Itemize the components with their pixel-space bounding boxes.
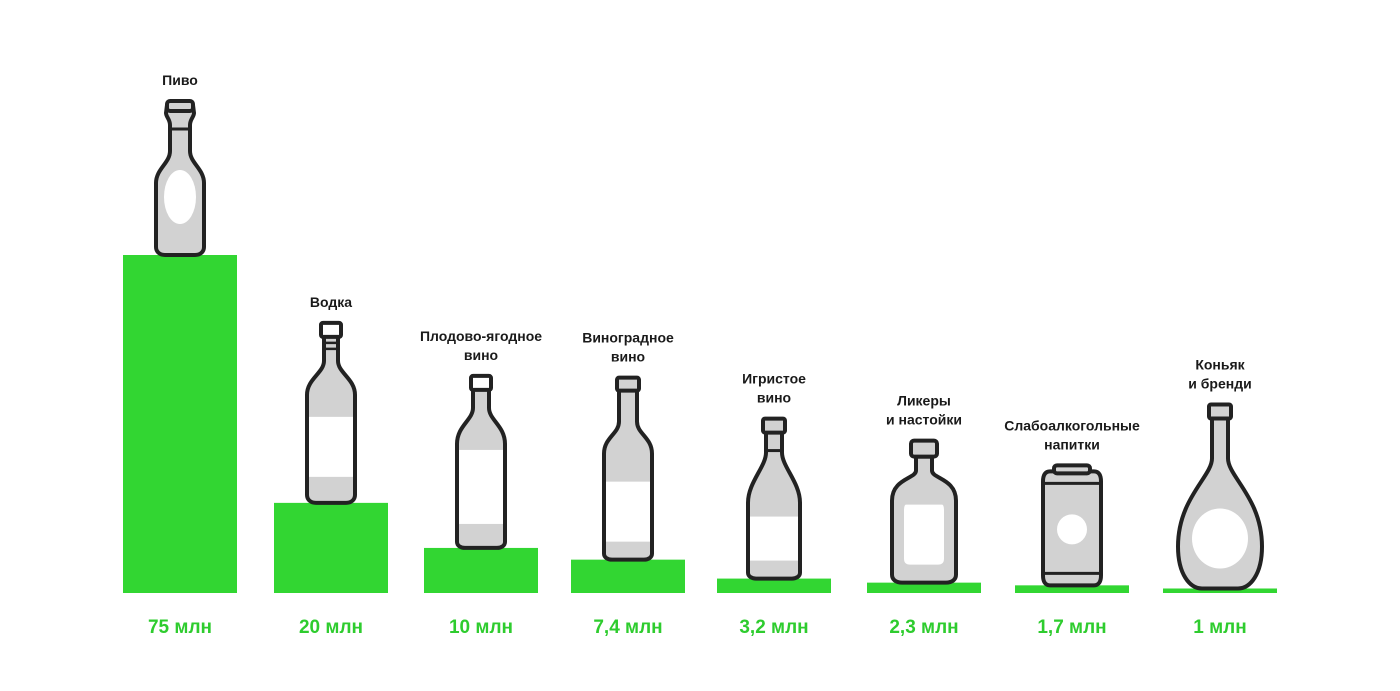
value-label: 7,4 млн [593, 617, 662, 638]
beer-bottle-icon [154, 99, 206, 257]
category-label-line: Пиво [162, 72, 198, 88]
value-label: 3,2 млн [739, 617, 808, 638]
category-label-line: Коньяк [1195, 356, 1245, 372]
category-label-line: Плодово-ягодное [420, 328, 542, 344]
category-label-line: Игристое [742, 371, 806, 387]
value-label: 10 млн [449, 617, 513, 638]
category-label-line: и бренди [1188, 375, 1251, 391]
bar [867, 582, 981, 593]
can-icon [1041, 463, 1103, 588]
category-label: Слабоалкогольные напитки [1004, 417, 1140, 452]
category-label: Пиво [162, 72, 198, 88]
category-label: Водка [310, 294, 352, 310]
cognac-decanter-icon [1176, 402, 1264, 591]
category-label-line: вино [611, 349, 645, 365]
category-label-line: Виноградное [582, 330, 674, 346]
grape-wine-bottle-icon [602, 375, 654, 562]
bar [274, 502, 388, 593]
value-label: 1,7 млн [1037, 617, 1106, 638]
category-label-line: вино [757, 390, 791, 406]
category-label-line: Слабоалкогольные [1004, 417, 1140, 433]
value-label: 2,3 млн [889, 617, 958, 638]
liqueur-bottle-icon [890, 438, 958, 585]
bar [717, 578, 831, 593]
category-label-line: напитки [1044, 436, 1100, 452]
category-label: Плодово-ягодное вино [420, 328, 542, 363]
category-label: Коньяк и бренди [1188, 356, 1251, 391]
value-label: 1 млн [1193, 617, 1246, 638]
value-label: 75 млн [148, 617, 212, 638]
bottles-group [154, 99, 1264, 591]
vodka-bottle-icon [305, 320, 357, 505]
category-label: Игристое вино [742, 371, 806, 406]
fruit-wine-bottle-icon [455, 373, 507, 550]
bar [424, 547, 538, 593]
bar [571, 559, 685, 593]
category-label-line: вино [464, 347, 498, 363]
category-label: Виноградное вино [582, 330, 674, 365]
category-label-line: Водка [310, 294, 352, 310]
category-label-line: и настойки [886, 412, 962, 428]
bar [1163, 588, 1277, 593]
bar [1015, 585, 1129, 593]
category-label: Ликеры и настойки [886, 393, 962, 428]
sparkling-wine-bottle-icon [746, 416, 802, 581]
bar [123, 255, 237, 593]
category-labels-group: Пиво Водка Плодово-ягодное вино Виноградное в… [162, 72, 1252, 452]
value-labels-group: 75 млн 20 млн 10 млн 7,4 млн 3,2 млн 2,3 млн 1… [148, 617, 1247, 638]
category-label-line: Ликеры [897, 393, 951, 409]
bars-group [123, 255, 1277, 593]
value-label: 20 млн [299, 617, 363, 638]
